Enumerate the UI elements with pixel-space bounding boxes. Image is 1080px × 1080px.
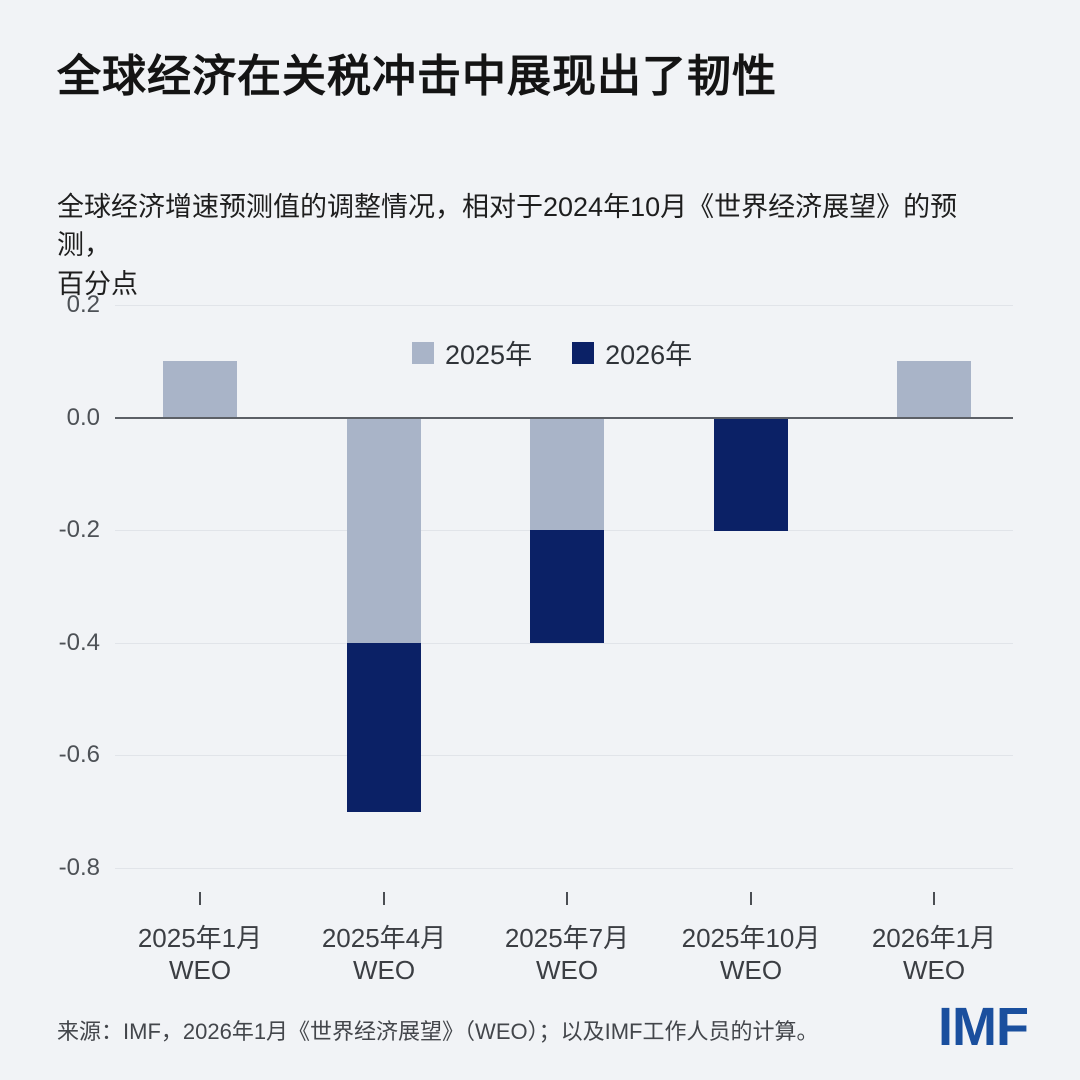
zero-axis-line xyxy=(115,417,1013,419)
legend-swatch-icon xyxy=(572,341,595,364)
legend-label: 2026年 xyxy=(605,340,693,370)
bar-2025年4月-2026年 xyxy=(347,643,421,812)
gridline xyxy=(115,643,1013,644)
legend-item-2025年: 2025年 xyxy=(412,333,532,372)
gridline xyxy=(115,305,1013,306)
x-axis-label: 2025年1月 WEO xyxy=(137,923,263,985)
bar-2026年1月-2025年 xyxy=(897,361,971,417)
y-axis-label: -0.2 xyxy=(58,516,100,543)
page-title: 全球经济在关税冲击中展现出了韧性 xyxy=(57,52,777,101)
source-note: 来源：IMF，2026年1月《世界经济展望》（WEO）；以及IMF工作人员的计算… xyxy=(57,1019,819,1044)
imf-logo: IMF xyxy=(938,997,1029,1057)
y-axis-label: -0.4 xyxy=(58,629,100,656)
y-axis-label: 0.2 xyxy=(66,291,100,318)
y-axis-label: -0.8 xyxy=(58,854,100,881)
x-axis-label: 2026年1月 WEO xyxy=(871,923,997,985)
x-axis-label: 2025年10月 WEO xyxy=(681,923,821,985)
legend-swatch-icon xyxy=(412,341,434,364)
gridline xyxy=(115,868,1013,869)
y-axis-label: -0.6 xyxy=(58,741,100,768)
gridline xyxy=(115,755,1013,756)
legend-label: 2025年 xyxy=(445,340,533,370)
y-axis-label: 0.0 xyxy=(66,404,100,431)
x-axis-tick xyxy=(383,892,385,905)
chart-subtitle: 全球经济增速预测值的调整情况，相对于2024年10月《世界经济展望》的预测， 百… xyxy=(57,192,958,299)
chart-legend: 2025年 2026年 xyxy=(412,333,692,372)
x-axis-tick xyxy=(566,892,568,905)
bar-2025年4月-2025年 xyxy=(347,418,421,643)
bar-2025年1月-2025年 xyxy=(163,361,237,417)
x-axis-label: 2025年4月 WEO xyxy=(321,923,447,985)
bar-2025年7月-2025年 xyxy=(530,418,604,531)
x-axis-tick xyxy=(933,892,935,905)
bar-2025年10月-2026年 xyxy=(714,418,788,531)
legend-item-2026年: 2026年 xyxy=(572,333,692,372)
x-axis-label: 2025年7月 WEO xyxy=(504,923,630,985)
x-axis-tick xyxy=(199,892,201,905)
bar-2025年7月-2026年 xyxy=(530,530,604,643)
x-axis-tick xyxy=(750,892,752,905)
